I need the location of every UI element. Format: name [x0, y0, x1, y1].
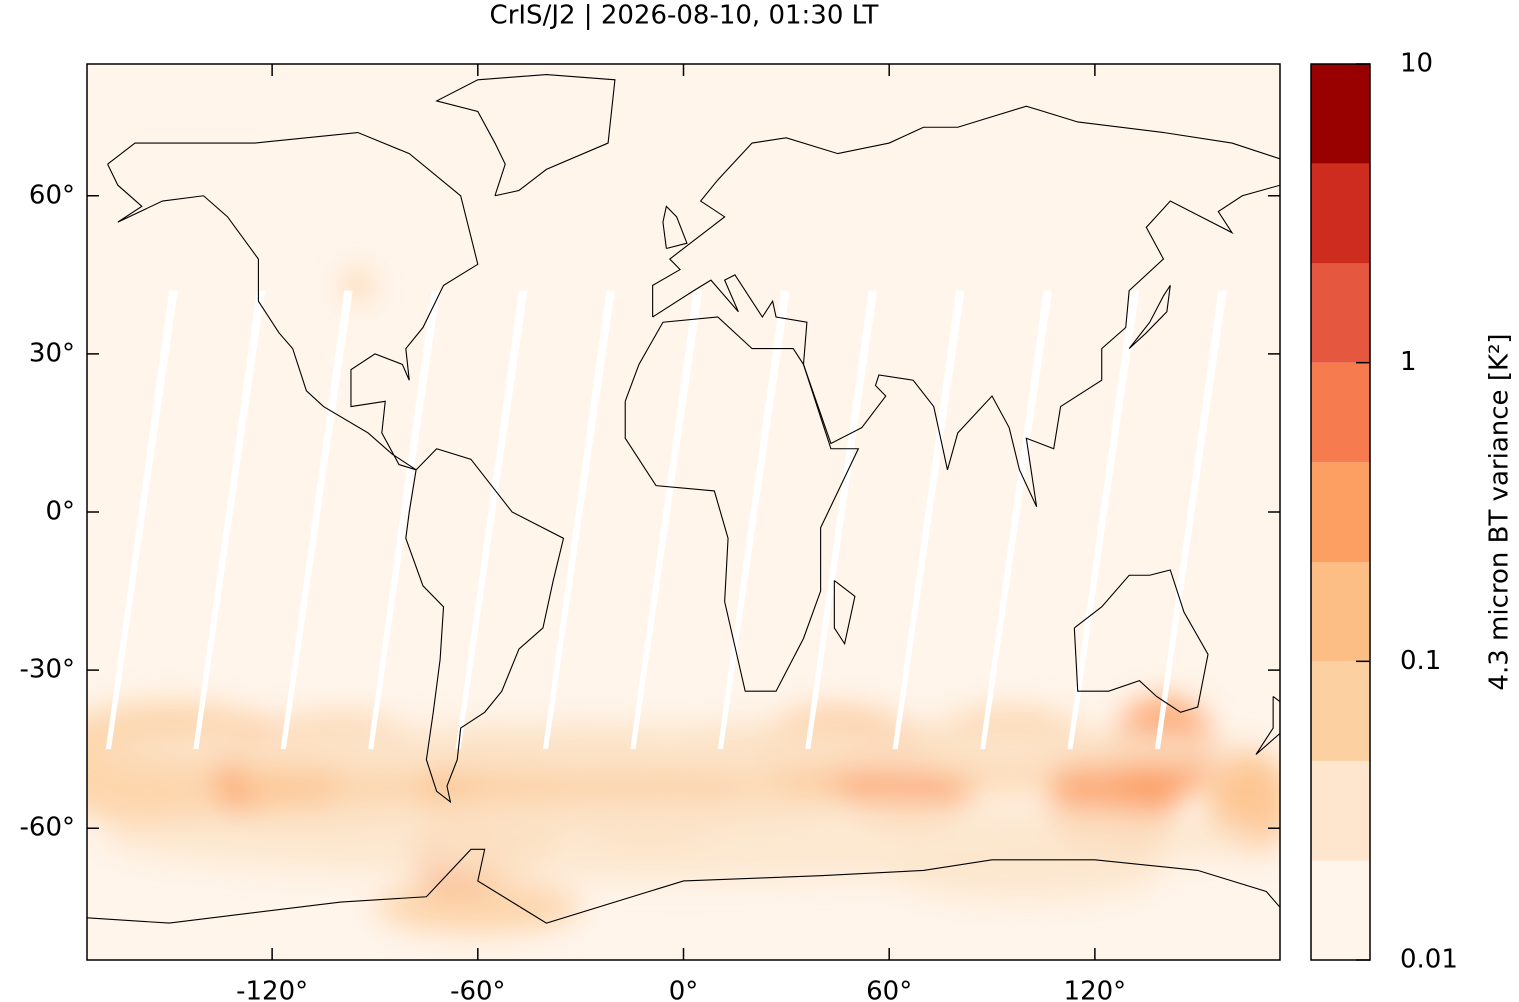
y-tick-label: 0°: [45, 497, 75, 527]
x-tick-label: 60°: [866, 977, 912, 1002]
variance-field-sketch: [87, 269, 1280, 934]
coastline: [1128, 285, 1171, 350]
orbit-gap: [105, 290, 178, 750]
colorbar-level: [1311, 860, 1370, 960]
coastline: [833, 580, 856, 646]
colorbar-frame: [1310, 63, 1371, 961]
x-tick-label: -120°: [236, 977, 308, 1002]
colorbar-tick-label: 1: [1400, 347, 1417, 377]
orbit-gap: [805, 290, 878, 750]
coastline: [652, 105, 1280, 507]
colorbar-level: [1311, 661, 1370, 761]
colorbar-level: [1311, 64, 1370, 164]
x-tick-label: 120°: [1064, 977, 1127, 1002]
orbit-gap: [193, 290, 266, 750]
coastline: [435, 73, 616, 197]
x-tick-label: 0°: [669, 977, 699, 1002]
variance-blob: [100, 722, 1267, 776]
orbit-gap: [980, 290, 1053, 750]
variance-blob: [100, 796, 1267, 881]
map-area: [87, 64, 1280, 960]
colorbar-level: [1311, 760, 1370, 861]
orbit-gap: [1067, 290, 1140, 750]
chart-title: CrIS/J2 | 2026-08-10, 01:30 LT: [490, 1, 879, 31]
colorbar-tick-label: 0.1: [1400, 646, 1441, 676]
orbit-gap: [630, 290, 703, 750]
orbit-gap: [892, 290, 965, 750]
y-tick-label: 60°: [29, 180, 75, 210]
colorbar-label: 4.3 micron BT variance [K²]: [1485, 333, 1515, 690]
variance-blob: [374, 880, 581, 934]
y-tick-label: 30°: [29, 338, 75, 368]
orbit-gap: [542, 290, 615, 750]
y-tick-label: -60°: [20, 813, 75, 843]
x-tick-label: -60°: [450, 977, 505, 1002]
colorbar-level: [1311, 562, 1370, 662]
coastline: [1073, 569, 1209, 713]
orbit-gap: [455, 290, 528, 750]
orbit-gap: [1154, 290, 1227, 750]
colorbar-level: [1311, 163, 1370, 264]
coastline: [405, 448, 565, 804]
orbit-gap: [280, 290, 353, 750]
colorbar-tick-label: 0.01: [1400, 945, 1458, 975]
coastline: [87, 848, 1280, 924]
colorbar-tick-label: 10: [1400, 49, 1433, 79]
coastline: [662, 205, 688, 250]
coastline: [1255, 696, 1280, 755]
colorbar-level: [1311, 462, 1370, 563]
axes: -120° -60° 0° 60° 120° -60° -30° 0° 30° 60° 0.01 0.…: [20, 49, 1515, 1002]
coastline: [624, 316, 860, 692]
colorbar-level: [1311, 362, 1370, 463]
colorbar-level: [1311, 263, 1370, 363]
orbit-gap: [368, 290, 441, 750]
coastline: [107, 131, 479, 471]
orbit-gap: [717, 290, 790, 750]
y-tick-label: -30°: [20, 655, 75, 685]
